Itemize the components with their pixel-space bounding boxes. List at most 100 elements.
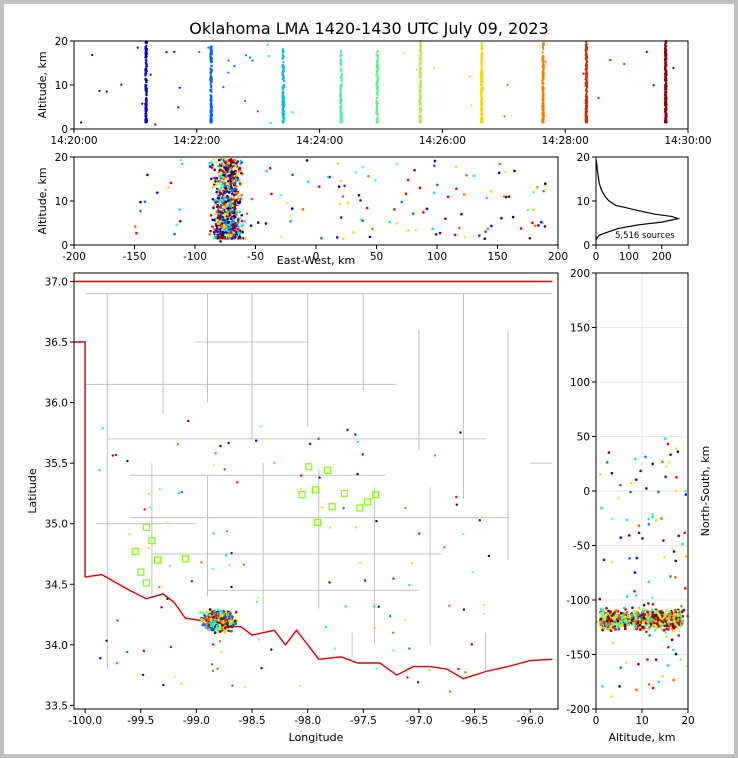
source-point (228, 612, 232, 616)
source-point (665, 113, 668, 116)
source-point (606, 461, 609, 464)
source-point (627, 534, 631, 537)
source-point (647, 522, 651, 526)
source-point (226, 194, 229, 198)
source-point (419, 81, 422, 85)
source-point (623, 623, 627, 627)
source-point (674, 623, 678, 626)
source-point (235, 213, 238, 216)
source-point (641, 607, 645, 611)
source-point (600, 506, 603, 510)
source-point (223, 626, 227, 630)
source-point (675, 475, 678, 479)
source-point (480, 58, 483, 61)
source-point (375, 82, 378, 85)
ns-ytick-label: 50 (577, 432, 590, 444)
source-point (444, 217, 447, 221)
source-point (419, 67, 422, 70)
source-point (226, 210, 230, 214)
source-point (211, 186, 215, 189)
source-point (357, 194, 361, 197)
source-point (375, 104, 378, 107)
source-point (585, 110, 588, 113)
source-point (669, 575, 672, 578)
hist-alt-ytick-label: 20 (577, 152, 590, 164)
source-point (143, 508, 146, 511)
source-point (212, 464, 216, 467)
source-point (480, 60, 483, 63)
time-altitude-ticks: 14:20:00 14:22:00 14:24:00 14:26:00 14:28:00… (50, 36, 711, 147)
source-point (541, 102, 545, 105)
source-point (664, 93, 667, 97)
source-point (611, 641, 614, 645)
source-point (532, 208, 535, 211)
source-point (214, 212, 217, 215)
source-point (585, 100, 588, 103)
source-point (605, 606, 608, 610)
source-point (504, 170, 507, 174)
source-point (617, 625, 620, 629)
source-point (339, 99, 343, 102)
source-point (283, 119, 286, 122)
source-point (240, 213, 244, 217)
source-point (235, 162, 238, 165)
source-point (220, 222, 224, 225)
source-point (220, 650, 223, 654)
source-point (239, 159, 243, 163)
source-point (218, 175, 222, 179)
lat-ytick-label: 36.0 (45, 398, 68, 410)
source-point (584, 53, 587, 57)
source-point (210, 84, 213, 87)
source-point (235, 223, 238, 226)
source-point (600, 607, 604, 611)
source-point (340, 60, 343, 63)
source-point (144, 72, 147, 75)
source-point (231, 619, 234, 623)
source-point (607, 622, 611, 626)
source-point (144, 67, 148, 70)
ew-xtick-label: 150 (487, 251, 507, 263)
source-point (180, 682, 183, 685)
source-point (419, 56, 422, 59)
source-point (211, 225, 214, 228)
source-point (652, 621, 656, 625)
source-point (231, 219, 234, 223)
source-point (471, 571, 475, 574)
source-point (209, 67, 212, 70)
source-point (418, 72, 421, 75)
source-point (165, 51, 168, 54)
source-point (279, 193, 283, 197)
source-point (213, 631, 217, 635)
source-point (248, 56, 252, 59)
source-point (519, 227, 523, 230)
source-point (462, 608, 466, 611)
source-point (215, 227, 219, 230)
source-point (342, 237, 345, 240)
source-point (205, 622, 209, 626)
source-point (224, 160, 228, 164)
source-point (375, 70, 378, 73)
source-point (212, 181, 216, 185)
source-point (126, 650, 129, 654)
source-point (595, 620, 599, 624)
source-point (376, 89, 379, 92)
source-point (479, 109, 483, 112)
source-point (222, 178, 226, 181)
source-point (664, 437, 667, 440)
source-point (375, 99, 378, 103)
source-point (229, 230, 233, 233)
source-point (212, 158, 215, 161)
source-point (257, 596, 260, 599)
source-point (228, 622, 232, 626)
source-point (672, 616, 676, 620)
source-point (269, 122, 272, 125)
ns-ytick-label: 150 (570, 323, 590, 335)
source-point (228, 227, 231, 231)
source-point (227, 629, 231, 633)
source-point (585, 59, 588, 62)
source-point (541, 65, 544, 69)
source-point (470, 104, 473, 107)
source-point (210, 612, 214, 615)
source-point (105, 639, 108, 642)
source-point (227, 59, 230, 62)
